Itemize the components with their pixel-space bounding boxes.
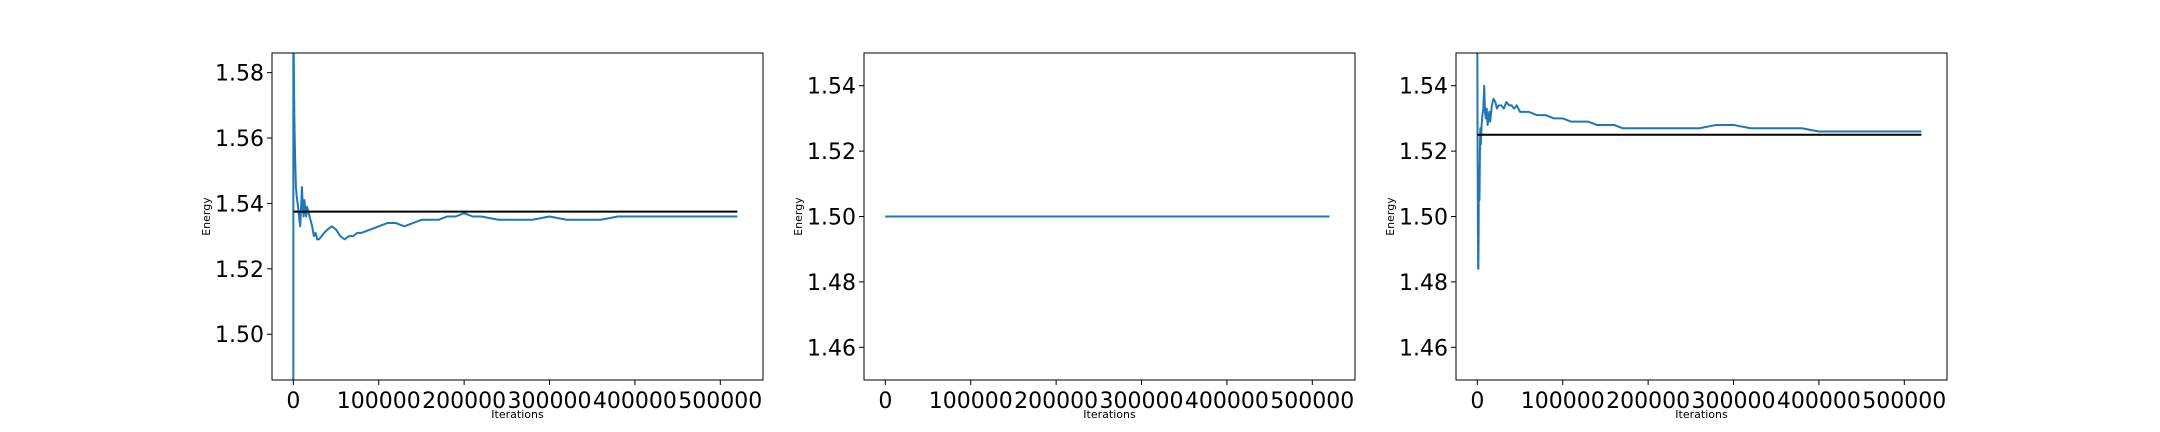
y-tick-label: 1.54 bbox=[1399, 75, 1448, 100]
series-line-1 bbox=[1476, 53, 1922, 270]
x-tick-label: 100000 bbox=[1521, 389, 1605, 414]
x-tick-label: 200000 bbox=[1606, 389, 1690, 414]
y-tick-label: 1.46 bbox=[807, 336, 856, 361]
y-axis-label: Energy bbox=[1384, 197, 1397, 236]
chart-panel-3: 0 100000 200000 300000 400000 500000 1.46 1.48 1… bbox=[1384, 52, 1948, 421]
x-tick-label: 100000 bbox=[929, 389, 1013, 414]
y-tick-label: 1.46 bbox=[1399, 336, 1448, 361]
x-tick-label: 300000 bbox=[1100, 389, 1184, 414]
chart-panel-1: 0 100000 200000 300000 400000 500000 1.50 1.52 1… bbox=[200, 52, 764, 421]
series-group bbox=[292, 53, 738, 380]
x-tick-label: 0 bbox=[286, 389, 300, 414]
x-tick-label: 500000 bbox=[1862, 389, 1946, 414]
x-tick-label: 400000 bbox=[1777, 389, 1861, 414]
y-tick-label: 1.52 bbox=[215, 258, 264, 283]
x-tick-label: 300000 bbox=[1692, 389, 1776, 414]
series-line-1 bbox=[292, 53, 738, 380]
x-tick-label: 200000 bbox=[422, 389, 506, 414]
x-tick-label: 400000 bbox=[593, 389, 677, 414]
x-tick-label: 0 bbox=[878, 389, 892, 414]
y-tick-label: 1.48 bbox=[807, 271, 856, 296]
y-tick-label: 1.48 bbox=[1399, 271, 1448, 296]
chart-panel-2: 0 100000 200000 300000 400000 500000 1.46 1.48 1… bbox=[792, 52, 1356, 421]
x-axis-label: Iterations bbox=[491, 408, 544, 421]
x-tick-label: 0 bbox=[1470, 389, 1484, 414]
x-axis-label: Iterations bbox=[1675, 408, 1728, 421]
y-tick-label: 1.54 bbox=[215, 192, 264, 217]
axes-frame bbox=[271, 52, 764, 381]
x-tick-label: 200000 bbox=[1014, 389, 1098, 414]
x-axis-label: Iterations bbox=[1083, 408, 1136, 421]
x-tick-label: 100000 bbox=[337, 389, 421, 414]
y-tick-label: 1.50 bbox=[1399, 206, 1448, 231]
y-axis-label: Energy bbox=[200, 197, 213, 236]
x-tick-label: 500000 bbox=[678, 389, 762, 414]
y-tick-label: 1.58 bbox=[215, 62, 264, 87]
axes-frame bbox=[1455, 52, 1948, 381]
y-tick-label: 1.52 bbox=[1399, 140, 1448, 165]
x-tick-label: 400000 bbox=[1185, 389, 1269, 414]
y-tick-label: 1.52 bbox=[807, 140, 856, 165]
x-tick-label: 300000 bbox=[508, 389, 592, 414]
x-tick-label: 500000 bbox=[1270, 389, 1354, 414]
y-tick-label: 1.56 bbox=[215, 127, 264, 152]
y-axis-label: Energy bbox=[792, 197, 805, 236]
y-tick-label: 1.50 bbox=[807, 206, 856, 231]
series-group bbox=[1476, 53, 1922, 270]
y-tick-label: 1.54 bbox=[807, 75, 856, 100]
y-tick-label: 1.50 bbox=[215, 323, 264, 348]
